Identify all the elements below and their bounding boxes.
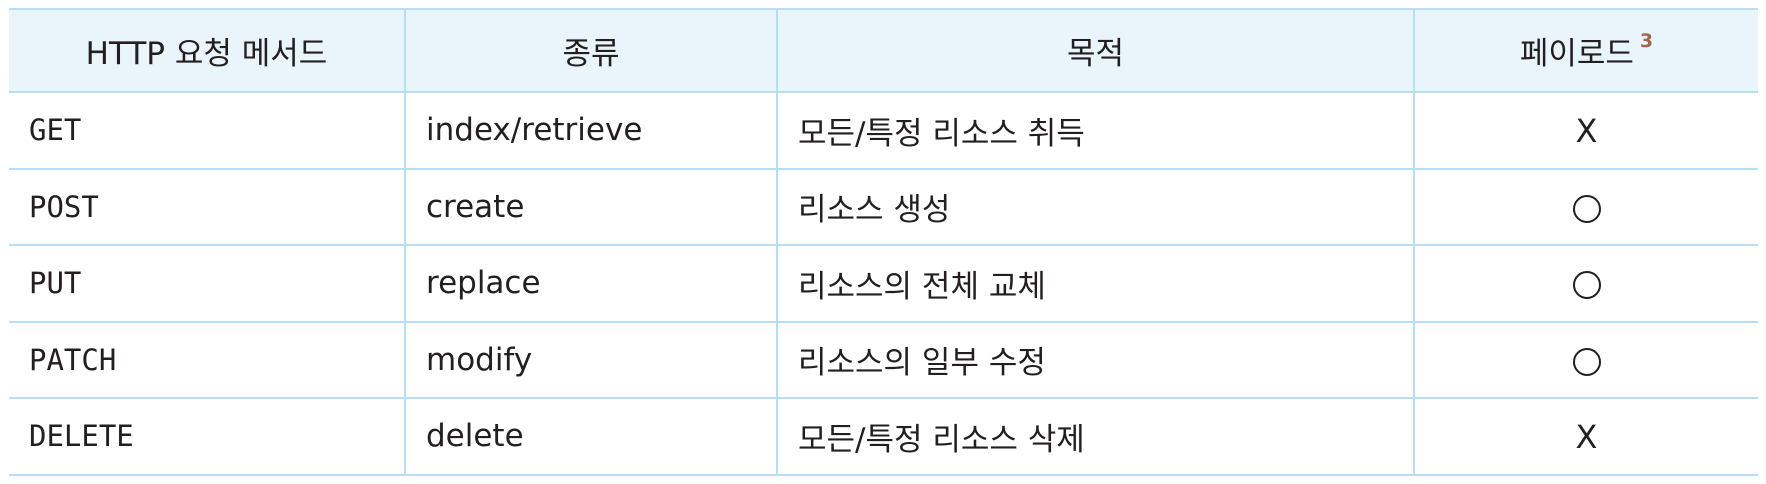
header-kind: 종류 (404, 8, 778, 93)
kind-cell: delete (404, 397, 778, 476)
table-row: GET index/retrieve 모든/특정 리소스 취득 X (9, 91, 1758, 170)
http-methods-table: HTTP 요청 메서드 종류 목적 페이로드 3 GET index/retrie… (9, 8, 1758, 476)
kind-cell: replace (404, 244, 778, 323)
method-cell: PATCH (9, 320, 406, 399)
payload-cell (1413, 244, 1758, 323)
table-body: GET index/retrieve 모든/특정 리소스 취득 X POST c… (9, 91, 1758, 476)
header-method-label: HTTP 요청 메서드 (85, 36, 328, 72)
table-header: HTTP 요청 메서드 종류 목적 페이로드 3 (9, 8, 1758, 93)
purpose-cell: 리소스의 일부 수정 (776, 320, 1415, 399)
footnote-marker: 3 (1639, 29, 1654, 52)
header-kind-label: 종류 (562, 36, 620, 72)
method-cell: GET (9, 91, 406, 170)
header-payload: 페이로드 3 (1413, 8, 1758, 93)
table-row: PATCH modify 리소스의 일부 수정 (9, 320, 1758, 399)
table-row: DELETE delete 모든/특정 리소스 삭제 X (9, 397, 1758, 476)
http-methods-table-container: HTTP 요청 메서드 종류 목적 페이로드 3 GET index/retrie… (9, 8, 1758, 476)
method-cell: POST (9, 167, 406, 246)
purpose-cell: 모든/특정 리소스 취득 (776, 91, 1415, 170)
payload-cell (1413, 320, 1758, 399)
cross-icon: X (1575, 112, 1598, 151)
circle-icon (1572, 347, 1601, 376)
circle-icon (1572, 194, 1601, 223)
header-method: HTTP 요청 메서드 (9, 8, 406, 93)
header-row: HTTP 요청 메서드 종류 목적 페이로드 3 (9, 8, 1758, 93)
purpose-cell: 리소스 생성 (776, 167, 1415, 246)
payload-cell: X (1413, 397, 1758, 476)
kind-cell: modify (404, 320, 778, 399)
table-row: PUT replace 리소스의 전체 교체 (9, 244, 1758, 323)
payload-cell: X (1413, 91, 1758, 170)
purpose-cell: 모든/특정 리소스 삭제 (776, 397, 1415, 476)
cross-icon: X (1575, 418, 1598, 457)
circle-icon (1572, 271, 1601, 300)
kind-cell: create (404, 167, 778, 246)
header-purpose: 목적 (776, 8, 1415, 93)
kind-cell: index/retrieve (404, 91, 778, 170)
header-payload-label: 페이로드 (1519, 36, 1634, 72)
header-purpose-label: 목적 (1066, 36, 1125, 72)
payload-cell (1413, 167, 1758, 246)
method-cell: DELETE (9, 397, 406, 476)
method-cell: PUT (9, 244, 406, 323)
purpose-cell: 리소스의 전체 교체 (776, 244, 1415, 323)
table-row: POST create 리소스 생성 (9, 167, 1758, 246)
